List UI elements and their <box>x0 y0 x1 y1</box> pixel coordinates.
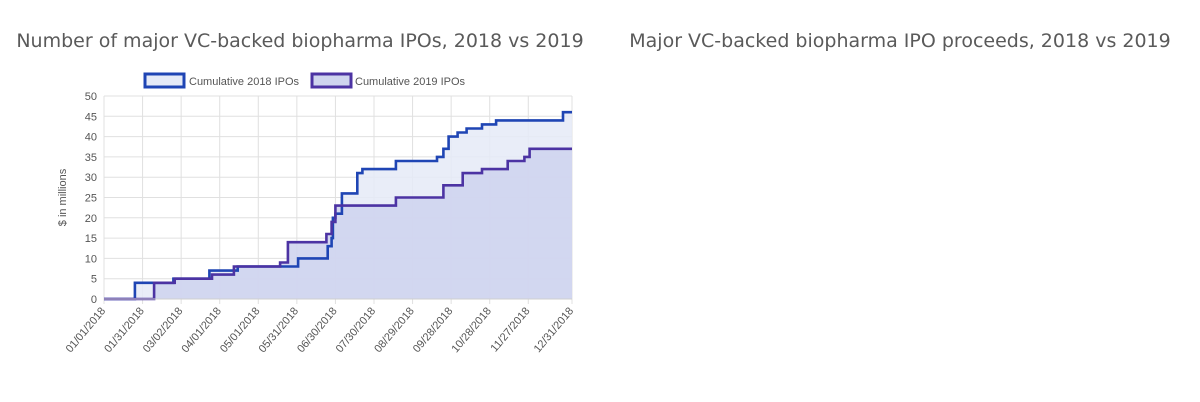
chart-title: Major VC-backed biopharma IPO proceeds, … <box>629 30 1171 52</box>
y-tick-label: 0 <box>91 294 97 306</box>
x-tick-label: 11/27/2018 <box>489 305 533 354</box>
y-tick-label: 25 <box>85 193 97 205</box>
x-tick-label: 10/28/2018 <box>449 305 494 355</box>
y-tick-label: 50 <box>85 91 97 103</box>
ipo-proceeds-chart-canvas: Cumulative 2018 IPO proceedsCumulative 2… <box>600 0 1200 402</box>
y-tick-label: 40 <box>85 132 97 144</box>
y-tick-label: 15 <box>85 233 97 245</box>
legend-label: Cumulative 2018 IPOs <box>189 76 300 88</box>
ipo-proceeds-chart: Major VC-backed biopharma IPO proceeds, … <box>600 0 1200 402</box>
ipo-count-chart-canvas: Cumulative 2018 IPOs Cumulative 2019 IPOs… <box>57 72 577 355</box>
y-tick-label: 10 <box>85 253 97 265</box>
chart-title: Number of major VC-backed biopharma IPOs… <box>16 30 584 52</box>
y-tick-label: 45 <box>85 111 97 123</box>
series-area-2019 <box>104 148 572 299</box>
legend-swatch <box>310 72 353 89</box>
x-tick-label: 12/31/2018 <box>532 305 577 355</box>
series-line-2019 <box>104 147 572 301</box>
ipo-count-chart: Number of major VC-backed biopharma IPOs… <box>16 30 584 355</box>
y-tick-label: 20 <box>85 213 97 225</box>
y-tick-label: 5 <box>91 274 97 286</box>
series-line-2018 <box>104 110 572 301</box>
y-tick-label: 35 <box>85 152 97 164</box>
legend-swatch <box>143 72 186 89</box>
legend-label: Cumulative 2019 IPOs <box>355 76 466 88</box>
y-tick-label: 30 <box>85 172 97 184</box>
y-axis-title: $ in millions <box>57 168 69 226</box>
